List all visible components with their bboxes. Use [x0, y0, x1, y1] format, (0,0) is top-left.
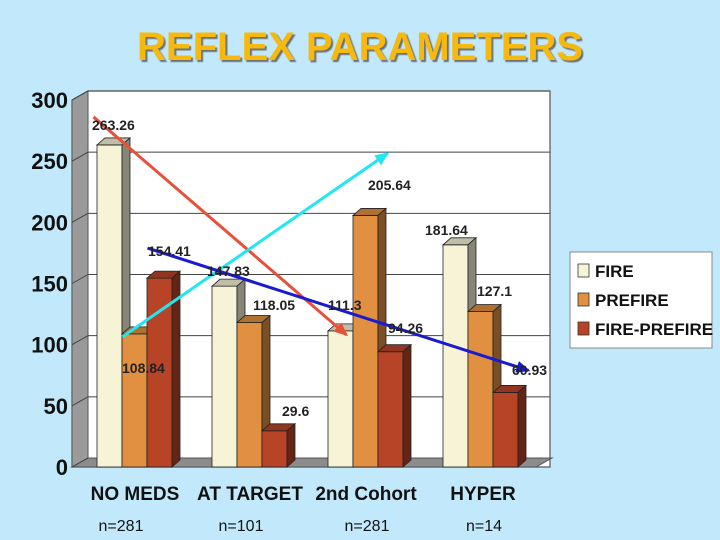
- legend-swatch: [577, 321, 590, 336]
- data-label: 181.64: [425, 222, 468, 238]
- data-label: 108.84: [122, 360, 165, 376]
- bars: [95, 137, 528, 468]
- data-label: 118.05: [253, 297, 295, 313]
- sample-size-label: n=281: [345, 518, 390, 535]
- x-category-label: AT TARGET: [197, 484, 303, 505]
- x-category-label: NO MEDS: [91, 484, 180, 505]
- trend-line-prefire: [121, 152, 390, 339]
- legend-item-fire-prefire: FIRE-PREFIRE: [577, 320, 713, 339]
- legend-label: PREFIRE: [595, 291, 669, 310]
- y-axis-ticks: 0 50 100 150 200 250 300: [31, 88, 68, 480]
- gridline-depth: [71, 151, 89, 162]
- legend: FIRE PREFIRE FIRE-PREFIRE: [569, 251, 713, 349]
- x-category-label: HYPER: [450, 484, 516, 505]
- bar-prefire-2: [351, 207, 388, 468]
- gridline-depth: [71, 212, 89, 223]
- data-label: 60.93: [512, 362, 547, 378]
- data-label: 94.26: [388, 320, 423, 336]
- legend-item-prefire: PREFIRE: [577, 291, 669, 310]
- sample-size-label: n=281: [99, 518, 144, 535]
- bar-fire-prefire-0: [145, 270, 182, 468]
- data-label: 205.64: [368, 177, 411, 193]
- trend-lines: [92, 115, 531, 373]
- legend-label: FIRE: [595, 262, 634, 281]
- y-tick-label: 50: [44, 394, 68, 419]
- sample-size-label: n=14: [466, 518, 502, 535]
- gridline-depth: [71, 90, 89, 101]
- data-label: 147.83: [207, 263, 250, 279]
- gridline-depth: [71, 335, 89, 346]
- y-tick-label: 0: [56, 455, 68, 480]
- chart-title: REFLEX PARAMETERS: [137, 25, 583, 69]
- data-labels: 263.26 108.84 154.41 147.83 118.05 29.6 111.3 2…: [92, 117, 547, 419]
- bar-fire-prefire-1: [260, 422, 297, 468]
- bar-fire-prefire-3: [491, 384, 528, 468]
- data-label: 111.3: [328, 297, 362, 313]
- data-label: 127.1: [477, 283, 512, 299]
- y-tick-label: 200: [31, 210, 68, 235]
- gridline-depth: [71, 396, 89, 407]
- bar-fire-prefire-2: [376, 343, 413, 468]
- data-label: 154.41: [148, 243, 191, 259]
- y-tick-label: 150: [31, 272, 68, 297]
- gridline-depth: [71, 457, 89, 468]
- legend-item-fire: FIRE: [577, 262, 634, 281]
- sample-size-label: n=101: [219, 518, 264, 535]
- y-tick-label: 300: [31, 88, 68, 113]
- x-category-label: 2nd Cohort: [315, 484, 417, 505]
- legend-label: FIRE-PREFIRE: [595, 320, 713, 339]
- trend-line-fire-prefire: [147, 246, 531, 373]
- x-axis-labels: NO MEDS AT TARGET 2nd Cohort HYPER n=281 n=10…: [91, 484, 516, 535]
- data-label: 263.26: [92, 117, 135, 133]
- legend-swatch: [577, 263, 590, 278]
- data-label: 29.6: [282, 403, 309, 419]
- y-tick-label: 100: [31, 333, 68, 358]
- y-tick-label: 250: [31, 149, 68, 174]
- gridline-depth: [71, 274, 89, 284]
- legend-swatch: [577, 292, 590, 307]
